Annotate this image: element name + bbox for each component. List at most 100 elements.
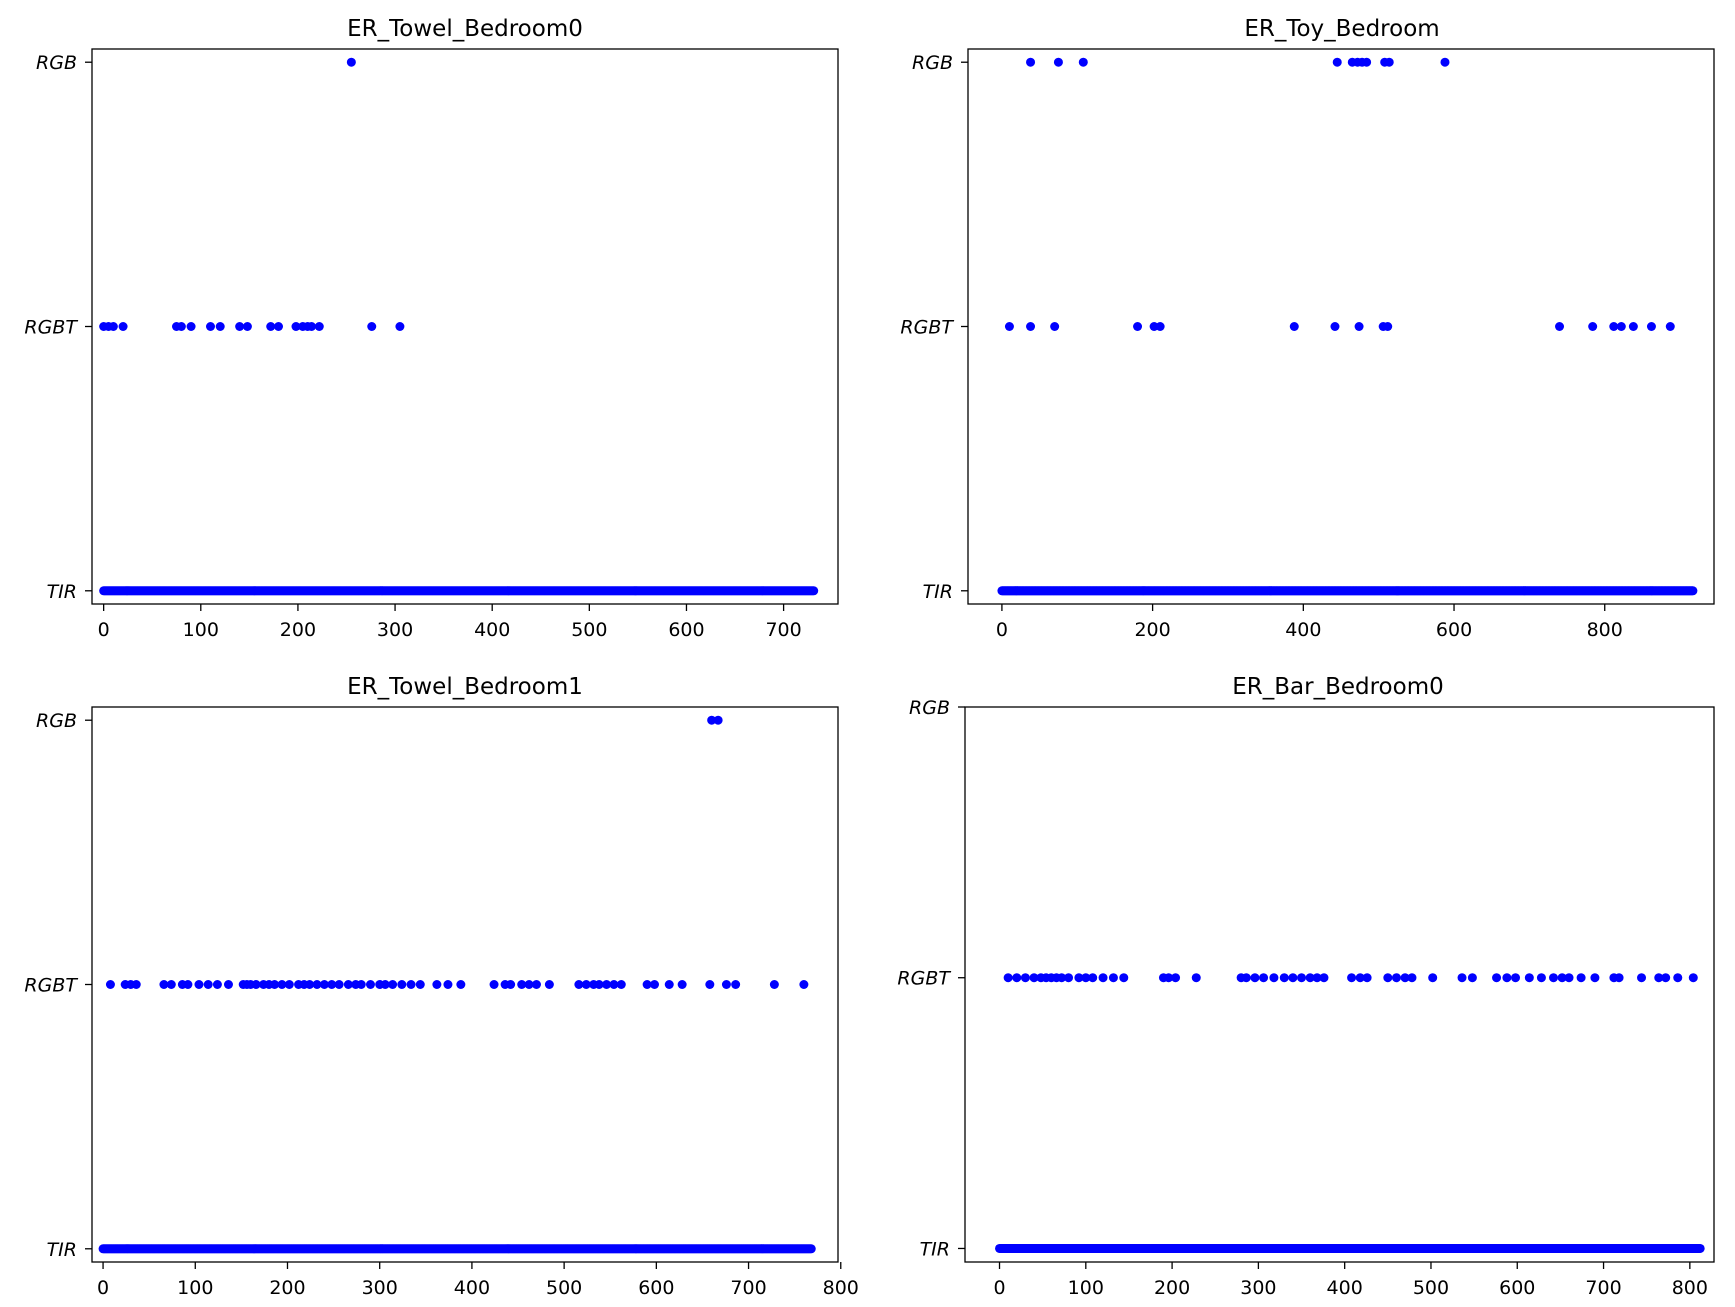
subplot-towel-bedroom0: ER_Towel_Bedroom0 0 100 200 300 400 500 600 700… (24, 16, 839, 641)
x-tick-label: 400 (1327, 1277, 1363, 1299)
data-point (1502, 973, 1512, 983)
data-point (319, 980, 329, 989)
data-point (1288, 973, 1298, 983)
y-tick-label: TIR (47, 1239, 77, 1261)
data-point (206, 322, 216, 331)
data-point (721, 980, 731, 989)
data-point (1467, 973, 1477, 983)
data-point (183, 980, 193, 989)
y-tick-label: RGBT (24, 975, 78, 997)
data-point (1330, 322, 1340, 331)
data-point (1588, 322, 1598, 331)
data-point (677, 980, 687, 989)
x-tick-label: 400 (454, 1277, 490, 1299)
data-point (432, 980, 442, 989)
x-tick-label: 300 (362, 1277, 398, 1299)
data-point (105, 980, 115, 989)
data-point (713, 715, 723, 725)
data-point (194, 980, 204, 989)
data-point (489, 980, 499, 989)
data-point (1250, 973, 1260, 983)
data-point (602, 980, 612, 989)
data-point (1088, 973, 1098, 983)
y-tick-label: RGBT (897, 968, 951, 990)
x-tick-label: 600 (668, 619, 704, 641)
data-point (1050, 322, 1060, 331)
data-point (274, 322, 283, 331)
data-point (1119, 973, 1129, 983)
x-tick-label: 0 (97, 1277, 109, 1299)
data-point (1289, 322, 1299, 331)
data-point (203, 980, 213, 989)
data-point (1057, 973, 1067, 983)
data-point (1428, 973, 1438, 983)
y-tick-label: RGBT (900, 317, 954, 339)
data-point (1383, 973, 1393, 983)
y-tick-label: RGB (909, 697, 950, 719)
data-point (524, 980, 534, 989)
data-point (1191, 973, 1201, 983)
data-point (159, 980, 169, 989)
x-tick-label: 200 (280, 619, 316, 641)
subplot-title: ER_Bar_Bedroom0 (1232, 674, 1444, 700)
data-point (242, 322, 252, 331)
subplot-title: ER_Towel_Bedroom1 (347, 674, 583, 700)
data-point (314, 322, 324, 331)
data-point (1576, 973, 1586, 983)
data-point (705, 980, 715, 989)
data-point (1003, 973, 1013, 983)
data-point (1155, 322, 1165, 331)
x-tick-label: 300 (1240, 1277, 1276, 1299)
x-tick-label: 700 (765, 619, 801, 641)
data-point (1053, 57, 1063, 67)
data-point (506, 980, 516, 989)
data-point (118, 322, 128, 331)
y-tick-label: RGBT (24, 317, 78, 339)
data-point (517, 980, 527, 989)
x-tick-label: 800 (823, 1277, 859, 1299)
data-point (305, 980, 315, 989)
x-tick-label: 100 (177, 1277, 213, 1299)
data-point (266, 322, 276, 331)
data-point (707, 715, 717, 725)
x-tick-label: 200 (269, 1277, 305, 1299)
x-tick-label: 500 (571, 619, 607, 641)
data-point (365, 980, 375, 989)
data-point (270, 980, 280, 989)
data-point (1362, 973, 1372, 983)
x-tick-label: 500 (1413, 1277, 1449, 1299)
data-point (1259, 973, 1269, 983)
data-point (581, 980, 591, 989)
x-tick-label: 800 (1672, 1277, 1708, 1299)
data-point (251, 980, 261, 989)
data-point (235, 322, 245, 331)
data-point (1098, 973, 1108, 983)
data-point (544, 980, 554, 989)
data-point (1319, 973, 1329, 983)
y-tick-label: TIR (47, 581, 77, 603)
x-tick-label: 700 (730, 1277, 766, 1299)
data-point (1384, 57, 1394, 67)
data-point (277, 980, 287, 989)
x-tick-label: 700 (1585, 1277, 1621, 1299)
x-tick-label: 200 (1134, 619, 1170, 641)
data-point (1108, 973, 1118, 983)
y-tick-label: RGB (912, 52, 953, 74)
data-point (312, 980, 322, 989)
data-point (1312, 973, 1322, 983)
data-point (1555, 322, 1565, 331)
axes-frame (964, 706, 1715, 1263)
data-point (1347, 973, 1357, 983)
data-point (1074, 973, 1084, 983)
data-point (799, 980, 809, 989)
data-point (395, 322, 405, 331)
data-point (108, 322, 118, 331)
x-tick-label: 400 (1285, 619, 1321, 641)
data-point (1400, 973, 1410, 983)
data-point (1661, 973, 1671, 983)
data-point (380, 980, 390, 989)
data-point (1609, 322, 1619, 331)
data-point (443, 980, 453, 989)
data-point (1081, 973, 1091, 983)
data-point (1407, 973, 1417, 983)
